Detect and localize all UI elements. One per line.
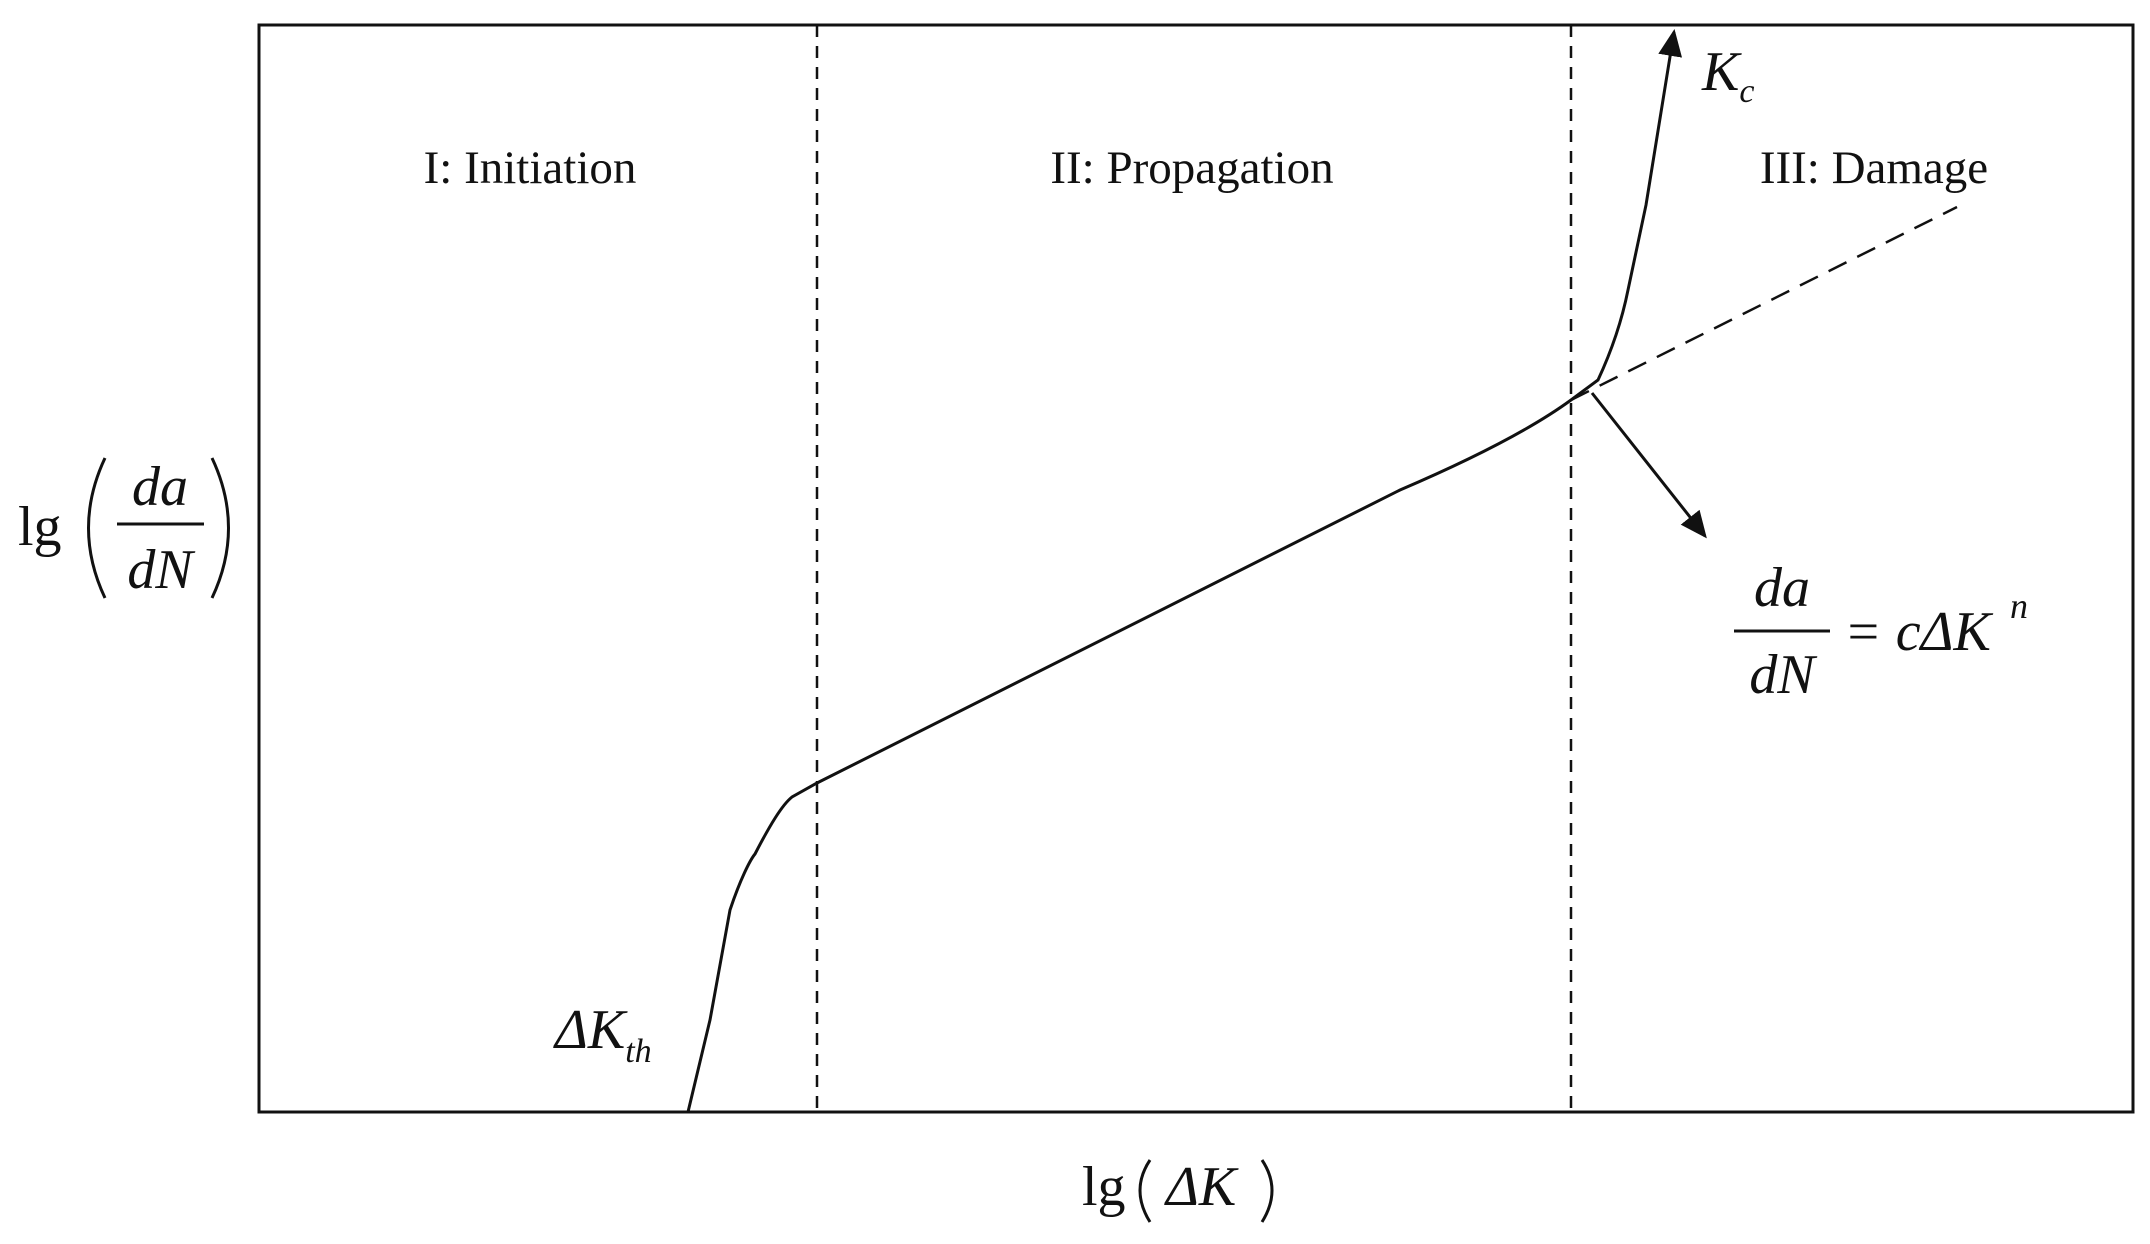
paren: [210, 457, 230, 599]
equation-denominator: dN: [1749, 644, 1817, 706]
paren: [1138, 1159, 1152, 1223]
paren: [1260, 1159, 1274, 1223]
kth-label: ΔKth: [553, 999, 652, 1070]
equation-pointer: [1590, 392, 1707, 539]
equation-rhs: = cΔK: [1844, 601, 1994, 663]
kc-base: K: [1701, 41, 1742, 103]
kc-sub: c: [1739, 73, 1754, 110]
paris-extension: [1570, 205, 1958, 402]
paren: [87, 457, 107, 599]
kth-base: ΔK: [553, 999, 628, 1061]
crack-growth-curve: [686, 29, 1683, 1113]
region-label: II: Propagation: [1050, 142, 1333, 194]
x-axis-argument: ΔK: [1164, 1156, 1239, 1218]
kc-label: Kc: [1701, 41, 1754, 110]
x-axis-function: lg: [1082, 1156, 1126, 1218]
plot-frame: [257, 23, 2135, 1114]
y-axis-denominator: dN: [127, 539, 195, 601]
equation-exponent: n: [2010, 586, 2028, 626]
kth-sub: th: [625, 1033, 651, 1070]
region-label: III: Damage: [1760, 142, 1988, 194]
y-axis-numerator: da: [132, 456, 188, 518]
region-label: I: Initiation: [424, 142, 637, 194]
y-axis-function: lg: [18, 496, 62, 558]
equation-numerator: da: [1754, 557, 1810, 619]
